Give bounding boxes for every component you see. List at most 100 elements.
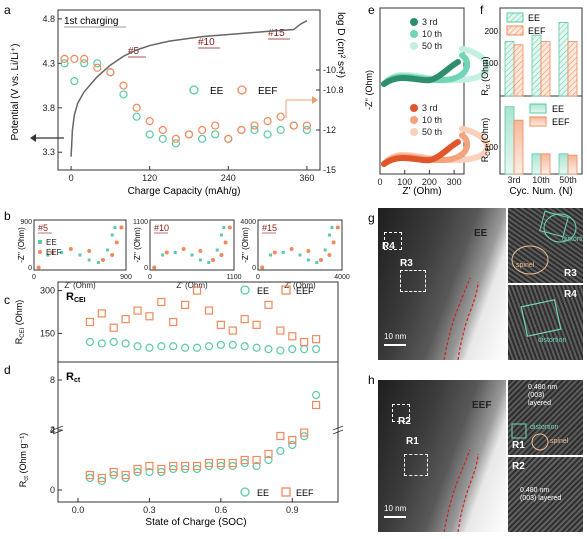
e-eef-legend-label-0: 3 rd [422, 103, 438, 113]
b-xtick-max-1: 1100 [226, 274, 241, 281]
d-xtick-label-2: 0.6 [215, 505, 228, 515]
a-ytick-label-0: 3.3 [42, 147, 55, 157]
b-eef-point-1-6 [223, 240, 228, 245]
inset-h-r1-label: R1 [512, 440, 525, 451]
d-legend-eef-marker [281, 487, 291, 497]
a-ee-point-17 [276, 125, 285, 135]
f-xtick-label-2: 50th [559, 175, 577, 185]
f-legend2-ee-label: EE [552, 104, 564, 114]
e-ee-curve-0 [381, 59, 461, 87]
d-xtick-label-0: 0.0 [72, 505, 85, 515]
b-frame-2 [257, 219, 343, 271]
tem-g-main-label: EE [474, 228, 488, 239]
d-ee-point-15 [264, 455, 273, 465]
a-ee-point-8 [158, 134, 167, 143]
c-legend-ee-marker [240, 285, 250, 295]
a-eef-point-8 [158, 125, 167, 135]
d-legend-ee-label: EE [257, 488, 269, 498]
a-eef-point-11 [198, 125, 207, 135]
inset-top-annotations [511, 210, 577, 275]
tem-h-main-label: EEF [472, 400, 492, 411]
c-ee-point-11 [216, 340, 225, 349]
c-eef-point-9 [192, 286, 202, 295]
legend-ee-marker [189, 85, 199, 95]
panel-a: a 1st charging #5 #10 #15 Potential (V v… [4, 3, 346, 197]
b-ytick-max-0: 900 [20, 219, 32, 226]
b-legend-ee-label: EE [46, 238, 57, 247]
b-xtick-0-1: 0 [148, 274, 152, 281]
scale-bar-g [384, 344, 406, 346]
b-eef-point-1-4 [211, 258, 215, 262]
b-frame-0 [33, 219, 127, 271]
d-ee-point-5 [145, 467, 154, 477]
interface-line-g [443, 277, 479, 360]
f-legend2-eef-swatch [529, 116, 547, 127]
b-ee-point-2-7 [327, 233, 331, 237]
panel-a-ylabel-right: log D (cm² s⁻¹) [335, 12, 346, 78]
d-eef-point-14 [252, 455, 261, 465]
f-ytick-bot-100: 100 [485, 143, 499, 152]
panel-c-yticks: 300 150 [40, 286, 62, 338]
b-ee-point-0-2 [60, 251, 64, 254]
c-legend-ee-label: EE [257, 286, 269, 296]
a-eef-point-17 [276, 112, 285, 121]
b-legend-eef-label: EEF [46, 248, 62, 257]
panel-letter-a: a [4, 3, 11, 17]
c-eef-point-6 [157, 297, 166, 307]
d-ytick-label-2: 4 [50, 425, 55, 435]
a-ytick-label-2: 4.3 [42, 58, 55, 68]
d-eef-point-7 [169, 461, 178, 471]
b-ee-point-0-8 [113, 226, 117, 229]
b-eef-point-1-2 [181, 247, 186, 251]
f-legend-eef-swatch [506, 25, 524, 36]
d-eef-point-11 [216, 458, 225, 468]
region-label-r2: R2 [398, 416, 411, 427]
a-eef-point-6 [132, 103, 141, 112]
b-xlabel-0: Z' (Ohm) [64, 281, 96, 290]
b-eef-point-0-6 [114, 240, 119, 245]
region-box-r4 [384, 232, 402, 250]
a-eef-point-5 [119, 81, 128, 90]
b-legend-ee-marker [38, 240, 42, 244]
c-ee-point-15 [264, 345, 273, 354]
c-ee-point-12 [228, 340, 237, 349]
b-ee-point-2-1 [269, 253, 273, 257]
a-ee-point-19 [302, 125, 311, 135]
c-eef-point-16 [276, 326, 285, 335]
b-eef-point-0-0 [36, 265, 41, 270]
b-eef-point-0-1 [50, 250, 55, 255]
b-ytick-max-2: 4000 [240, 219, 256, 226]
c-eef-point-12 [228, 326, 237, 335]
inset-h-top-annotations [511, 423, 549, 451]
region-label-r3: R3 [400, 258, 413, 269]
d-eef-point-18 [300, 428, 309, 437]
b-ee-point-1-5 [207, 261, 211, 264]
e-ee-legend-marker-2 [410, 42, 418, 50]
b-ytick-0-0: 0 [28, 265, 32, 272]
panel-letter-d: d [4, 363, 11, 377]
panel-a-xlabel: Charge Capacity (mAh/g) [128, 186, 241, 197]
b-ylabel-0: -Z'' (Ohm) [17, 227, 26, 263]
panel-f-ylabel-top: Rct (Ohm) [480, 56, 492, 95]
panel-a-xticks: 0 120 240 360 [69, 166, 314, 183]
c-ee-point-8 [181, 343, 190, 352]
panel-f-ylabel-bot: RCEI (Ohm) [480, 118, 492, 163]
a-xtick-label-0: 0 [69, 173, 74, 183]
tem-image-h-inset-bottom: R2 0.480 nm (003) layered [508, 457, 583, 532]
b-eef-point-0-2 [68, 247, 73, 251]
d-ee-point-19 [311, 390, 321, 400]
b-eef-point-2-6 [331, 240, 336, 245]
f-bot-ee-bar-0 [504, 106, 515, 175]
d-axis-break-left [52, 425, 64, 435]
panel-f-bars [504, 21, 578, 175]
a-ytick-right-label-1: -10.8 [323, 85, 344, 95]
c-eef-point-1 [97, 309, 106, 318]
c-ee-point-3 [121, 339, 130, 348]
tem-image-h-inset-top: 0.480 nm (003) layered distortion spinel… [508, 380, 583, 455]
c-ee-point-14 [252, 343, 261, 352]
a-eef-point-15 [250, 121, 259, 130]
a-ee-point-9 [171, 139, 180, 148]
c-ee-point-0 [85, 337, 95, 347]
c-eef-point-7 [169, 317, 178, 327]
c-ee-point-1 [97, 339, 106, 348]
